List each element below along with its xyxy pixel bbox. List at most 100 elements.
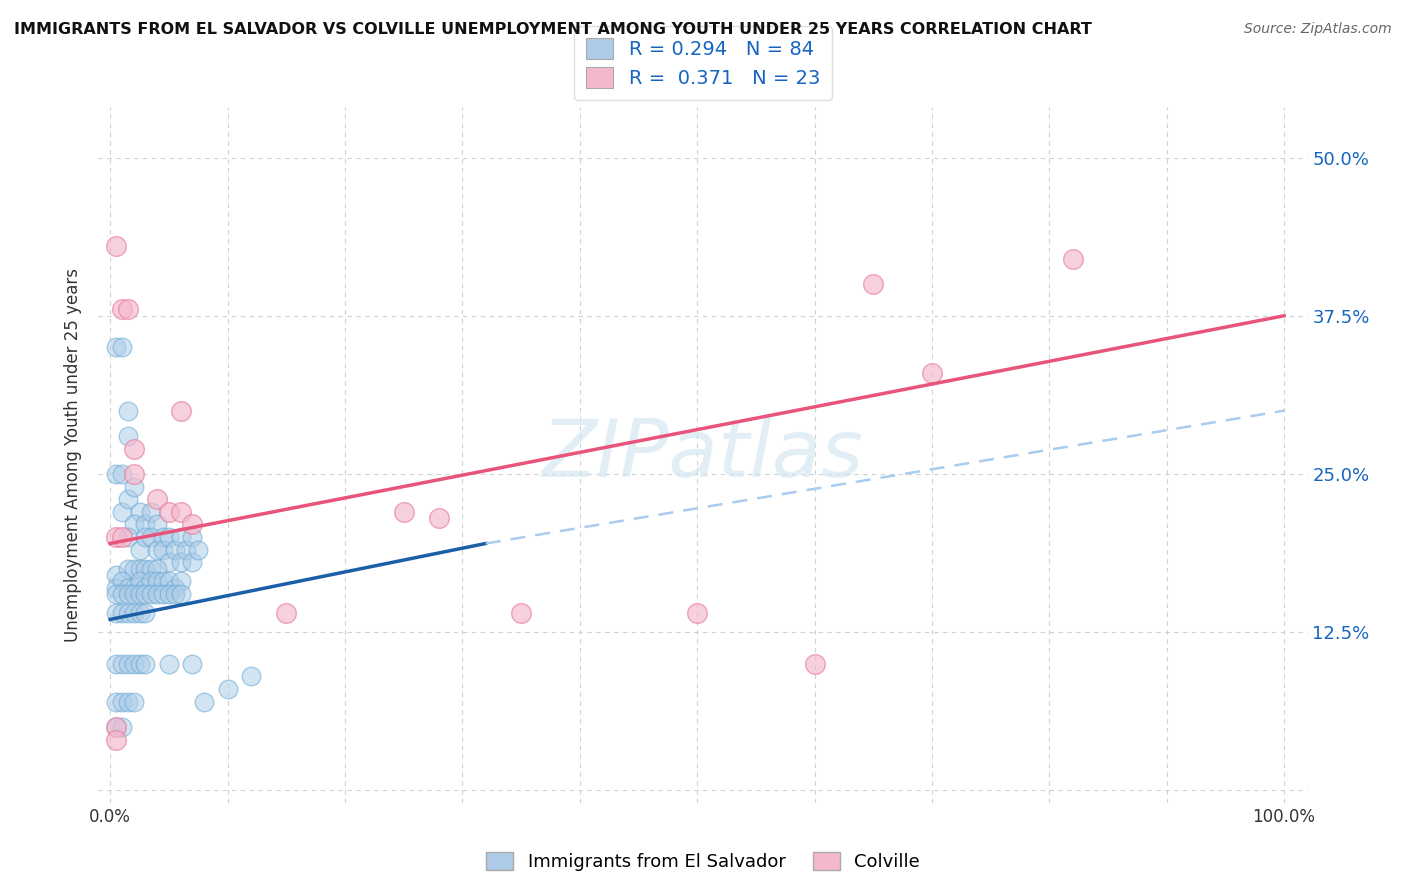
Point bbox=[134, 530, 156, 544]
Point bbox=[141, 562, 163, 576]
Point bbox=[152, 530, 174, 544]
Point bbox=[427, 511, 450, 525]
Point bbox=[157, 587, 180, 601]
Point bbox=[122, 442, 145, 456]
Point bbox=[111, 606, 134, 620]
Point bbox=[134, 657, 156, 671]
Point bbox=[163, 587, 186, 601]
Point bbox=[276, 606, 298, 620]
Point bbox=[105, 467, 128, 481]
Point bbox=[686, 606, 709, 620]
Point bbox=[105, 606, 128, 620]
Point bbox=[122, 606, 145, 620]
Point bbox=[105, 657, 128, 671]
Point bbox=[105, 530, 128, 544]
Point bbox=[117, 606, 139, 620]
Point bbox=[105, 720, 128, 734]
Point bbox=[122, 581, 145, 595]
Point bbox=[117, 587, 139, 601]
Point bbox=[146, 562, 169, 576]
Point bbox=[111, 574, 134, 589]
Point bbox=[111, 467, 134, 481]
Point bbox=[128, 542, 150, 557]
Point bbox=[122, 695, 145, 709]
Point bbox=[141, 530, 163, 544]
Point bbox=[152, 542, 174, 557]
Point bbox=[111, 505, 134, 519]
Point bbox=[105, 720, 128, 734]
Point bbox=[181, 657, 204, 671]
Point bbox=[157, 574, 180, 589]
Point bbox=[169, 556, 191, 570]
Point bbox=[181, 530, 204, 544]
Point bbox=[146, 542, 169, 557]
Point bbox=[187, 542, 209, 557]
Point bbox=[157, 505, 180, 519]
Point bbox=[117, 302, 139, 317]
Point bbox=[240, 669, 263, 683]
Point bbox=[105, 695, 128, 709]
Point bbox=[117, 695, 139, 709]
Point bbox=[128, 574, 150, 589]
Point bbox=[117, 492, 139, 507]
Point bbox=[152, 587, 174, 601]
Point bbox=[105, 581, 128, 595]
Point bbox=[169, 530, 191, 544]
Point bbox=[122, 587, 145, 601]
Point bbox=[862, 277, 884, 292]
Point bbox=[111, 340, 134, 354]
Text: Source: ZipAtlas.com: Source: ZipAtlas.com bbox=[1244, 22, 1392, 37]
Point bbox=[510, 606, 533, 620]
Point bbox=[181, 517, 204, 532]
Point bbox=[146, 492, 169, 507]
Point bbox=[134, 581, 156, 595]
Legend: R = 0.294   N = 84, R =  0.371   N = 23: R = 0.294 N = 84, R = 0.371 N = 23 bbox=[574, 26, 832, 100]
Point bbox=[169, 574, 191, 589]
Point bbox=[105, 587, 128, 601]
Point bbox=[128, 505, 150, 519]
Point bbox=[117, 562, 139, 576]
Point bbox=[122, 562, 145, 576]
Point bbox=[921, 366, 943, 380]
Point bbox=[163, 581, 186, 595]
Point bbox=[122, 657, 145, 671]
Point bbox=[105, 239, 128, 253]
Point bbox=[176, 542, 198, 557]
Point bbox=[122, 467, 145, 481]
Point bbox=[117, 530, 139, 544]
Point bbox=[157, 657, 180, 671]
Legend: Immigrants from El Salvador, Colville: Immigrants from El Salvador, Colville bbox=[479, 845, 927, 879]
Point bbox=[157, 530, 180, 544]
Point bbox=[134, 606, 156, 620]
Point bbox=[146, 587, 169, 601]
Point bbox=[803, 657, 825, 671]
Point bbox=[146, 517, 169, 532]
Point bbox=[157, 556, 180, 570]
Point bbox=[111, 302, 134, 317]
Point bbox=[134, 517, 156, 532]
Point bbox=[117, 581, 139, 595]
Point bbox=[122, 517, 145, 532]
Point bbox=[128, 562, 150, 576]
Point bbox=[128, 657, 150, 671]
Point bbox=[169, 403, 191, 417]
Point bbox=[111, 695, 134, 709]
Point bbox=[128, 606, 150, 620]
Point bbox=[117, 403, 139, 417]
Text: ZIPatlas: ZIPatlas bbox=[541, 416, 865, 494]
Point bbox=[169, 587, 191, 601]
Point bbox=[117, 429, 139, 443]
Point bbox=[111, 657, 134, 671]
Point bbox=[111, 720, 134, 734]
Point bbox=[392, 505, 415, 519]
Point bbox=[193, 695, 215, 709]
Point bbox=[146, 574, 169, 589]
Point bbox=[217, 681, 239, 696]
Point bbox=[128, 587, 150, 601]
Point bbox=[117, 657, 139, 671]
Point bbox=[1062, 252, 1084, 266]
Y-axis label: Unemployment Among Youth under 25 years: Unemployment Among Youth under 25 years bbox=[65, 268, 83, 642]
Text: IMMIGRANTS FROM EL SALVADOR VS COLVILLE UNEMPLOYMENT AMONG YOUTH UNDER 25 YEARS : IMMIGRANTS FROM EL SALVADOR VS COLVILLE … bbox=[14, 22, 1092, 37]
Point bbox=[105, 732, 128, 747]
Point bbox=[122, 479, 145, 493]
